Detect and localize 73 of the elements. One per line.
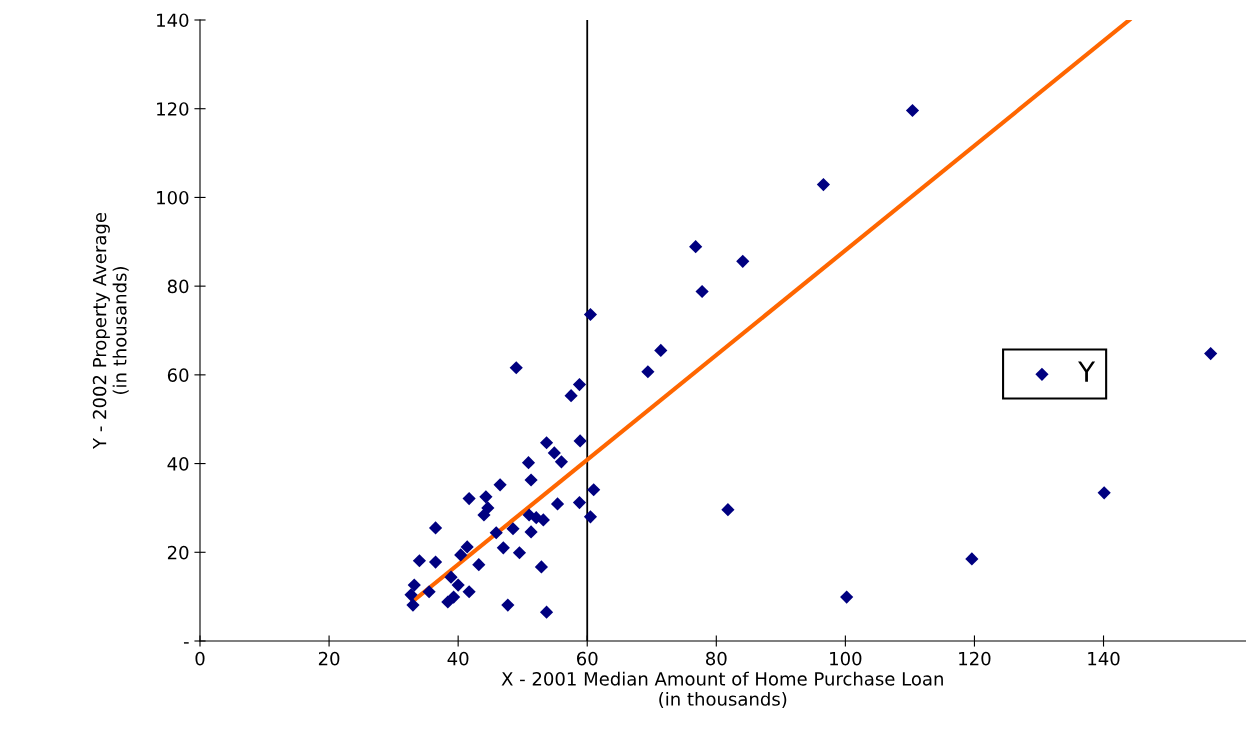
point [406,598,420,612]
point [428,521,443,535]
point [522,508,536,522]
point [965,552,979,566]
x-axis-title: X - 2001 Median Amount of Home Purchase Loan (in thousands) [501,671,943,708]
x-tick-label: 0 [195,651,205,666]
y-tick-label: 120 [157,102,189,116]
point [1204,346,1218,361]
point [454,548,468,562]
point [554,455,568,469]
point [572,496,587,510]
point [695,284,709,299]
point [564,389,578,403]
point [547,446,561,460]
point [477,508,491,522]
y-tick-label: 20 [167,545,189,560]
point [428,555,443,569]
x-tick-label: 40 [447,651,469,666]
point [573,434,587,448]
point [444,570,458,584]
y-tick-label: 100 [157,190,189,205]
point [404,588,418,602]
y-tick-label: 140 [157,13,189,28]
point [1097,486,1111,500]
point [539,436,554,450]
point [506,522,520,536]
point [462,492,476,506]
point [539,605,554,619]
x-tick-label: 140 [1088,651,1120,666]
point [451,578,465,592]
y-tick-label: 60 [167,368,189,382]
point [572,378,587,392]
point [736,254,750,268]
y-tick-label: 40 [167,457,189,471]
point [524,525,538,539]
point [689,240,703,254]
x-tick-label: 60 [577,651,598,666]
point [496,541,510,555]
point [412,554,427,568]
point [509,361,523,375]
y-tick-label: 80 [167,279,189,294]
point [447,590,461,604]
point [840,590,854,604]
x-tick-label: 100 [830,651,862,666]
point [641,365,655,379]
x-tick-label: 20 [318,651,340,666]
point [462,585,476,599]
point [493,478,507,492]
point [721,503,735,517]
point [587,483,601,497]
point [521,456,536,470]
point [501,598,515,612]
point [512,546,527,560]
y-axis-title: Y - 2002 Property Average (in thousands) [92,212,129,450]
point [654,343,668,358]
point [583,307,598,322]
point [489,526,503,540]
point [460,540,474,554]
point [422,585,436,599]
point [583,510,598,524]
point [550,497,565,511]
point [472,558,486,572]
x-tick-label: 80 [706,651,727,666]
point [816,177,831,192]
legend-label: Y [1078,361,1096,382]
point [479,490,493,504]
point [905,103,920,118]
x-tick-label: 120 [959,651,991,666]
y-tick-label: - [183,642,189,644]
point [524,473,538,487]
point [407,578,421,592]
point [536,513,550,527]
point [534,560,548,574]
